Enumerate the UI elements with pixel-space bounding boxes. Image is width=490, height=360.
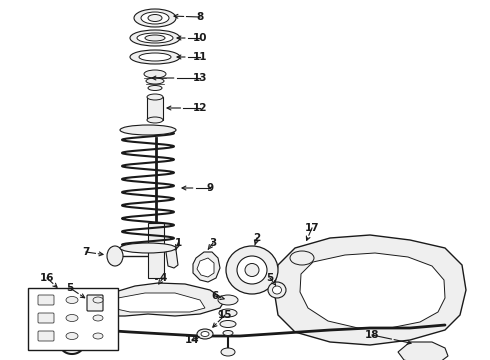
- Ellipse shape: [290, 251, 314, 265]
- Text: 12: 12: [193, 103, 207, 113]
- Bar: [148, 223, 164, 278]
- Ellipse shape: [148, 14, 162, 22]
- Polygon shape: [112, 293, 205, 312]
- Text: 4: 4: [159, 273, 167, 283]
- Ellipse shape: [130, 50, 180, 64]
- Polygon shape: [193, 252, 220, 282]
- Ellipse shape: [148, 86, 162, 90]
- Ellipse shape: [218, 295, 238, 305]
- Ellipse shape: [220, 320, 236, 328]
- Text: 5: 5: [267, 273, 273, 283]
- Ellipse shape: [66, 315, 78, 321]
- Text: 17: 17: [305, 223, 319, 233]
- Text: 10: 10: [193, 33, 207, 43]
- Text: 2: 2: [253, 233, 261, 243]
- Text: 1: 1: [174, 238, 182, 248]
- Ellipse shape: [272, 286, 281, 294]
- Ellipse shape: [66, 297, 78, 303]
- Polygon shape: [197, 258, 214, 277]
- Bar: [28, 288, 118, 350]
- Text: 18: 18: [365, 330, 379, 340]
- FancyBboxPatch shape: [38, 331, 54, 341]
- Ellipse shape: [268, 282, 286, 298]
- Text: 3: 3: [209, 238, 217, 248]
- Ellipse shape: [107, 246, 123, 266]
- Text: 11: 11: [193, 52, 207, 62]
- Ellipse shape: [237, 256, 267, 284]
- Ellipse shape: [93, 333, 103, 339]
- Ellipse shape: [134, 9, 176, 27]
- Polygon shape: [98, 283, 225, 316]
- Ellipse shape: [130, 30, 180, 46]
- Ellipse shape: [147, 117, 163, 123]
- Text: 8: 8: [196, 12, 204, 22]
- Polygon shape: [300, 253, 445, 328]
- Polygon shape: [166, 248, 178, 268]
- Text: 9: 9: [206, 183, 214, 193]
- Ellipse shape: [93, 315, 103, 321]
- Text: 5: 5: [66, 283, 74, 293]
- Polygon shape: [398, 342, 448, 360]
- Ellipse shape: [197, 329, 213, 339]
- Text: 13: 13: [193, 73, 207, 83]
- Polygon shape: [274, 235, 466, 345]
- Ellipse shape: [223, 330, 233, 336]
- Text: 16: 16: [40, 273, 54, 283]
- Ellipse shape: [139, 53, 171, 61]
- Ellipse shape: [66, 333, 78, 339]
- Ellipse shape: [120, 243, 176, 253]
- Ellipse shape: [120, 125, 176, 135]
- Ellipse shape: [141, 12, 169, 24]
- Ellipse shape: [221, 348, 235, 356]
- Ellipse shape: [147, 94, 163, 100]
- FancyBboxPatch shape: [38, 295, 54, 305]
- Text: 14: 14: [185, 335, 199, 345]
- Text: 15: 15: [218, 310, 232, 320]
- Ellipse shape: [245, 264, 259, 276]
- Ellipse shape: [144, 70, 166, 78]
- Text: 7: 7: [82, 247, 90, 257]
- Text: 6: 6: [211, 291, 219, 301]
- Ellipse shape: [201, 332, 209, 337]
- FancyBboxPatch shape: [38, 313, 54, 323]
- FancyBboxPatch shape: [87, 295, 103, 311]
- Ellipse shape: [146, 78, 164, 84]
- Ellipse shape: [219, 309, 237, 317]
- Ellipse shape: [137, 33, 173, 43]
- Ellipse shape: [93, 297, 103, 303]
- Bar: [147, 97, 163, 120]
- Ellipse shape: [226, 246, 278, 294]
- Ellipse shape: [145, 35, 165, 41]
